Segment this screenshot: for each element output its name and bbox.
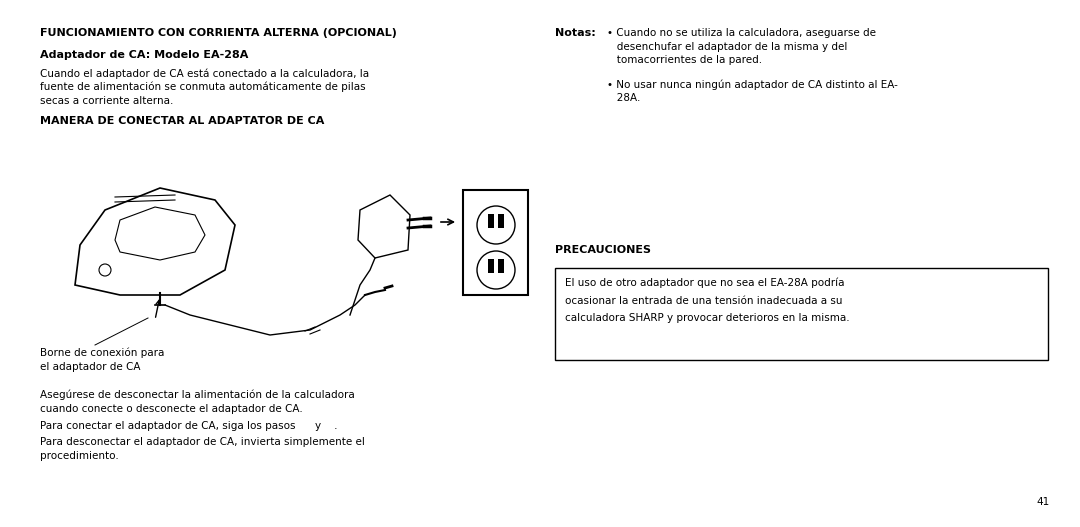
Text: 28A.: 28A. [607, 93, 640, 103]
Text: fuente de alimentación se conmuta automáticamente de pilas: fuente de alimentación se conmuta automá… [40, 82, 366, 93]
Text: desenchufar el adaptador de la misma y del: desenchufar el adaptador de la misma y d… [607, 42, 848, 52]
Text: calculadora SHARP y provocar deterioros en la misma.: calculadora SHARP y provocar deterioros … [565, 313, 850, 323]
Text: ocasionar la entrada de una tensión inadecuada a su: ocasionar la entrada de una tensión inad… [565, 296, 842, 306]
FancyBboxPatch shape [488, 259, 494, 273]
Text: • No usar nunca ningún adaptador de CA distinto al EA-: • No usar nunca ningún adaptador de CA d… [607, 79, 897, 90]
Text: Cuando el adaptador de CA está conectado a la calculadora, la: Cuando el adaptador de CA está conectado… [40, 69, 369, 79]
Text: el adaptador de CA: el adaptador de CA [40, 362, 140, 372]
Text: El uso de otro adaptador que no sea el EA-28A podría: El uso de otro adaptador que no sea el E… [565, 278, 845, 288]
Text: Borne de conexión para: Borne de conexión para [40, 348, 164, 358]
Text: 41: 41 [1037, 497, 1050, 507]
Text: Adaptador de CA: Modelo EA-28A: Adaptador de CA: Modelo EA-28A [40, 50, 248, 60]
Text: cuando conecte o desconecte el adaptador de CA.: cuando conecte o desconecte el adaptador… [40, 404, 302, 414]
Text: secas a corriente alterna.: secas a corriente alterna. [40, 95, 174, 105]
Text: procedimiento.: procedimiento. [40, 451, 119, 461]
Text: FUNCIONAMIENTO CON CORRIENTA ALTERNA (OPCIONAL): FUNCIONAMIENTO CON CORRIENTA ALTERNA (OP… [40, 28, 396, 38]
Text: tomacorrientes de la pared.: tomacorrientes de la pared. [607, 55, 762, 65]
FancyBboxPatch shape [488, 214, 494, 228]
Text: PRECAUCIONES: PRECAUCIONES [555, 245, 651, 255]
Text: MANERA DE CONECTAR AL ADAPTATOR DE CA: MANERA DE CONECTAR AL ADAPTATOR DE CA [40, 116, 324, 126]
Text: Para conectar el adaptador de CA, siga los pasos      y    .: Para conectar el adaptador de CA, siga l… [40, 421, 337, 431]
Text: Asegúrese de desconectar la alimentación de la calculadora: Asegúrese de desconectar la alimentación… [40, 390, 354, 401]
Text: Notas:: Notas: [555, 28, 596, 38]
FancyBboxPatch shape [498, 214, 504, 228]
FancyBboxPatch shape [463, 190, 528, 295]
Text: • Cuando no se utiliza la calculadora, aseguarse de: • Cuando no se utiliza la calculadora, a… [607, 28, 876, 38]
FancyBboxPatch shape [498, 259, 504, 273]
Text: Para desconectar el adaptador de CA, invierta simplemente el: Para desconectar el adaptador de CA, inv… [40, 437, 365, 447]
